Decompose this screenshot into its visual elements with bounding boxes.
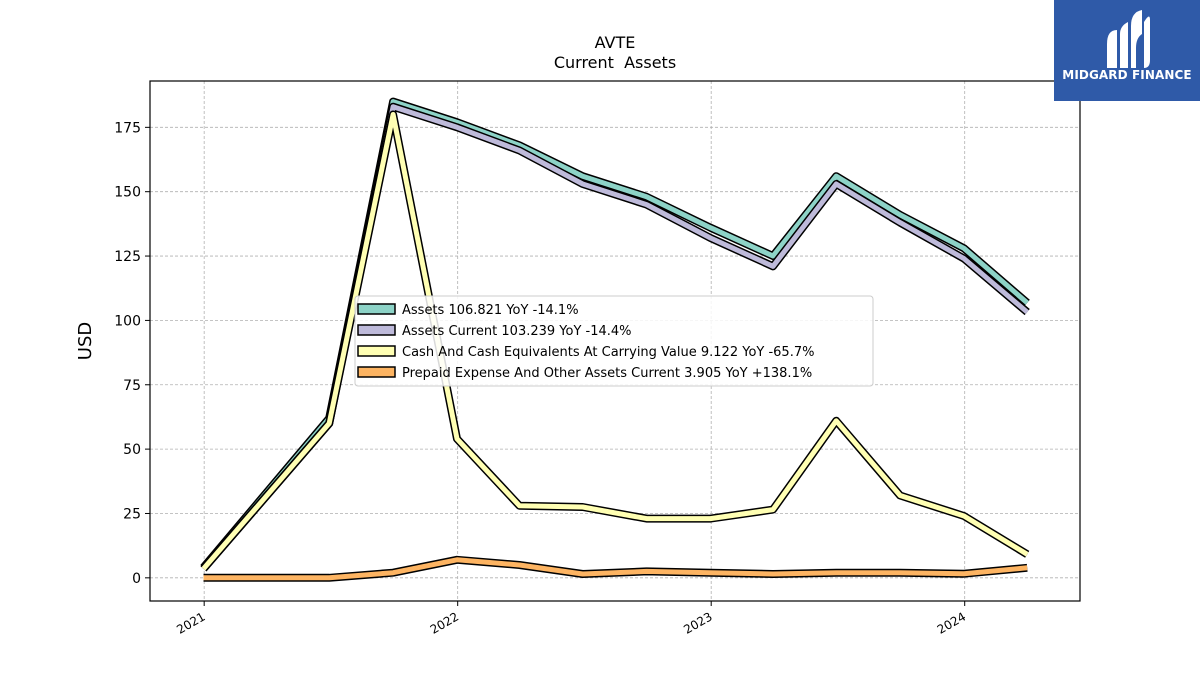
- y-tick-label: 0: [132, 571, 141, 587]
- y-tick-label: 25: [123, 506, 141, 522]
- x-tick-label: 2024: [935, 609, 968, 636]
- y-tick-label: 50: [123, 442, 141, 458]
- series-lines: [200, 97, 1030, 582]
- legend-swatch-1: [357, 324, 396, 336]
- series-line-3: [203, 557, 1028, 581]
- legend: Assets 106.821 YoY -14.1% Assets Current …: [354, 295, 874, 387]
- y-tick-label: 125: [114, 249, 141, 265]
- legend-label-2: Cash And Cash Equivalents At Carrying Va…: [402, 345, 814, 360]
- y-tick-label: 75: [123, 378, 141, 394]
- midgard-m-logo-icon: [1107, 10, 1150, 69]
- y-tick-label: 175: [114, 120, 141, 136]
- series-line-1: [201, 104, 1029, 571]
- legend-swatch-3: [357, 366, 396, 378]
- brand-name: MIDGARD FINANCE: [1062, 68, 1192, 82]
- y-tick-label: 100: [114, 313, 141, 329]
- legend-swatch-0: [357, 303, 396, 315]
- y-axis-label: USD: [75, 322, 96, 360]
- series-line-0: [201, 99, 1029, 570]
- y-tick-label: 150: [114, 185, 141, 201]
- legend-label-1: Assets Current 103.239 YoY -14.4%: [402, 324, 632, 339]
- chart-title: AVTE: [595, 33, 636, 52]
- brand-logo: MIDGARD FINANCE: [1054, 0, 1200, 101]
- legend-label-0: Assets 106.821 YoY -14.1%: [402, 303, 579, 318]
- x-tick-label: 2023: [681, 609, 714, 636]
- x-tick-label: 2022: [428, 609, 461, 636]
- legend-label-3: Prepaid Expense And Other Assets Current…: [402, 366, 812, 381]
- chart-subtitle: Current Assets: [554, 53, 676, 72]
- plot-frame: [149, 80, 1081, 602]
- x-tick-label: 2021: [174, 609, 207, 636]
- legend-box: [354, 295, 874, 387]
- legend-swatch-2: [357, 345, 396, 357]
- series-line-2: [201, 112, 1029, 571]
